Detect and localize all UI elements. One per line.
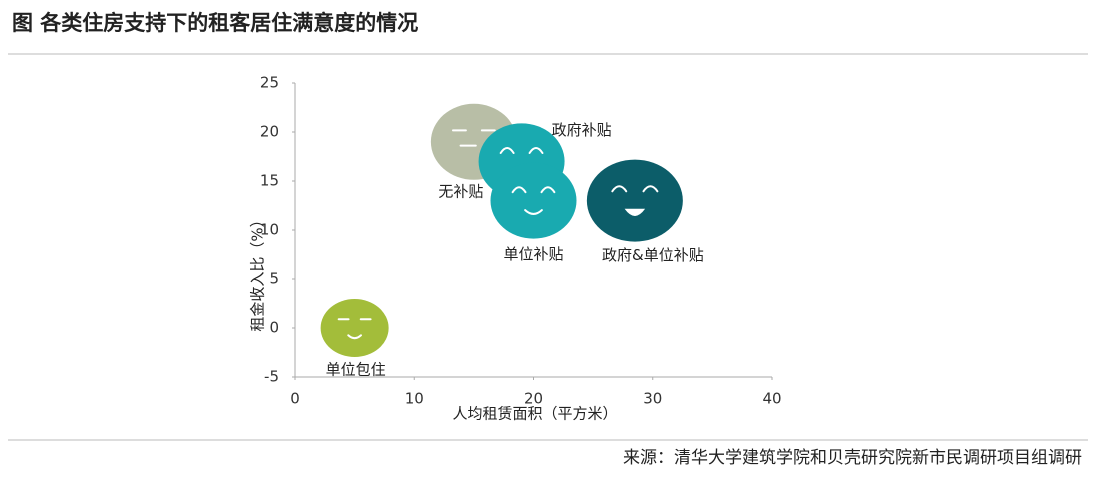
y-tick-label: 0 bbox=[269, 319, 279, 337]
y-tick-label: 15 bbox=[260, 172, 279, 190]
y-tick-label: -5 bbox=[264, 368, 279, 386]
bubble-group bbox=[320, 299, 389, 357]
bubble-group bbox=[586, 159, 683, 242]
x-tick-label: 20 bbox=[524, 390, 543, 408]
eye bbox=[642, 185, 659, 193]
x-tick-label: 30 bbox=[643, 390, 662, 408]
x-tick-label: 0 bbox=[290, 390, 300, 408]
mouth bbox=[524, 209, 543, 215]
eye bbox=[511, 186, 527, 194]
mouth bbox=[347, 334, 363, 340]
bubble bbox=[586, 159, 683, 242]
eye bbox=[540, 186, 556, 194]
x-axis-label: 人均租赁面积（平方米） bbox=[452, 405, 617, 423]
point-label: 无补贴 bbox=[438, 182, 483, 200]
bubble-group bbox=[490, 162, 577, 239]
eye bbox=[611, 185, 628, 193]
chart-title: 图 各类住房支持下的租客居住满意度的情况 bbox=[12, 11, 418, 35]
eye bbox=[499, 147, 515, 154]
mouth bbox=[624, 208, 646, 216]
point-label: 单位包住 bbox=[326, 361, 386, 379]
y-tick-label: 10 bbox=[260, 221, 279, 239]
x-tick-label: 40 bbox=[762, 390, 781, 408]
y-tick-label: 5 bbox=[269, 270, 279, 288]
x-tick-label: 10 bbox=[405, 390, 424, 408]
source: 来源：清华大学建筑学院和贝壳研究院新市民调研项目组调研 bbox=[623, 448, 1082, 468]
point-label: 政府补贴 bbox=[552, 121, 612, 139]
y-tick-label: 25 bbox=[260, 74, 279, 92]
eye bbox=[528, 147, 544, 154]
point-label: 政府&单位补贴 bbox=[602, 246, 704, 264]
point-label: 单位补贴 bbox=[503, 245, 563, 263]
y-axis-label: 租金收入比（%） bbox=[249, 212, 267, 331]
y-tick-label: 20 bbox=[260, 123, 279, 141]
bubble bbox=[490, 162, 577, 239]
bubble bbox=[320, 299, 389, 357]
